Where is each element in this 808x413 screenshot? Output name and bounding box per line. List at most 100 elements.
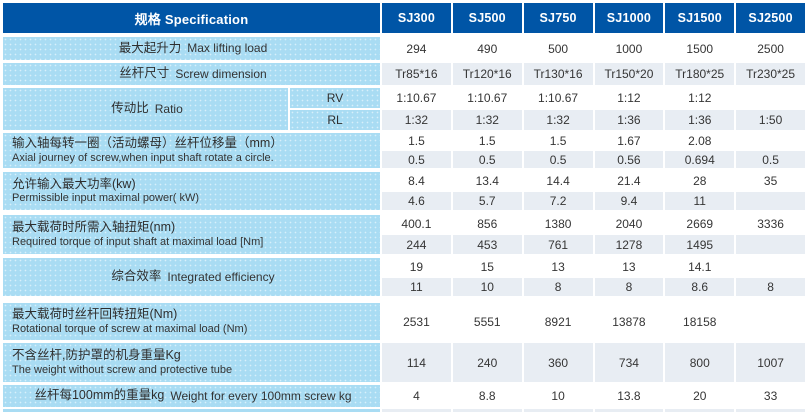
row-label-en: The weight without screw and protective … [12, 363, 233, 376]
row-label-en: Rotational torque of screw at maximal lo… [12, 322, 248, 335]
data-cell-integrated-efficiency-sj2500 [736, 258, 805, 276]
row-label-body-weight: 不含丝杆,防护罩的机身重量Kg The weight without screw … [3, 343, 380, 382]
data-cell-required-input-torque-sj300: 244 [382, 235, 451, 254]
data-cell-integrated-efficiency-sj300: 11 [382, 278, 451, 296]
row-label-zh: 不含丝杆,防护罩的机身重量Kg [12, 348, 181, 363]
data-cell-screw-weight-per-100mm-sj750: 10 [523, 385, 593, 407]
data-cell-max-input-power-sj1500: 11 [665, 192, 735, 210]
row-label-en: Screw dimension [175, 66, 267, 81]
row-label-ratio: 传动比 Ratio [3, 88, 288, 130]
data-cell-screw-dimension-sj500: Tr120*16 [452, 63, 522, 85]
data-cell-screw-weight-per-100mm-sj300: 4 [382, 385, 451, 407]
data-cell-integrated-efficiency-sj1500: 14.1 [665, 258, 735, 276]
cutoff-data-cell [736, 409, 805, 412]
ratio-sub-label-rv: RV [290, 88, 380, 108]
spec-row-group-body-weight: 不含丝杆,防护罩的机身重量Kg The weight without screw … [3, 343, 805, 382]
row-label-en: Ratio [154, 101, 183, 116]
row-label-zh: 最大载荷时丝杆回转扭矩(Nm) [12, 307, 178, 322]
data-cell-integrated-efficiency-sj300: 19 [382, 258, 451, 276]
data-cell-max-lifting-load-sj300: 294 [382, 37, 451, 60]
spec-row-group-integrated-efficiency: 综合效率 Integrated efficiency 19 15 13 13 14.1 11 1… [3, 258, 805, 296]
table-body: 最大起升力 Max lifting load 294 490 500 1000 1500 25… [3, 37, 805, 407]
cutoff-data-cell [523, 409, 593, 412]
data-cell-max-input-power-sj2500 [736, 192, 805, 210]
cutoff-label-cell [3, 409, 380, 412]
data-cell-axial-journey-sj1000: 0.56 [594, 151, 664, 168]
data-cell-axial-journey-sj1500: 0.694 [665, 151, 735, 168]
row-label-zh: 综合效率 [111, 269, 162, 284]
row-label-en: Axial journey of screw,when input shaft … [12, 151, 274, 164]
spec-row-group-required-input-torque: 最大载荷时所需入轴扭矩(nm) Required torque of input … [3, 215, 805, 254]
spec-row-group-max-lifting-load: 最大起升力 Max lifting load 294 490 500 1000 1500 25… [3, 37, 805, 60]
data-cell-max-input-power-sj1500: 28 [665, 172, 735, 190]
row-label-screw-dimension: 丝杆尺寸 Screw dimension [3, 63, 380, 85]
data-cell-body-weight-sj2500: 1007 [736, 343, 805, 382]
spec-row-group-axial-journey: 输入轴每转一圈（活动螺母）丝杆位移量（mm） Axial journey of s… [3, 133, 805, 168]
data-cell-body-weight-sj750: 360 [523, 343, 593, 382]
data-cell-axial-journey-sj1000: 1.67 [594, 133, 664, 149]
data-cell-integrated-efficiency-sj1000: 8 [594, 278, 664, 296]
data-cell-rotational-torque-sj1500: 18158 [665, 303, 735, 340]
data-cell-integrated-efficiency-sj500: 15 [452, 258, 522, 276]
data-cell-required-input-torque-sj1500: 1495 [665, 235, 735, 254]
data-cell-integrated-efficiency-sj1500: 8.6 [665, 278, 735, 296]
row-label-integrated-efficiency: 综合效率 Integrated efficiency [3, 258, 380, 296]
row-label-max-lifting-load: 最大起升力 Max lifting load [3, 37, 380, 60]
data-cell-screw-dimension-sj1000: Tr150*20 [594, 63, 664, 85]
row-label-zh: 最大载荷时所需入轴扭矩(nm) [12, 220, 176, 235]
row-label-axial-journey: 输入轴每转一圈（活动螺母）丝杆位移量（mm） Axial journey of s… [3, 133, 380, 168]
spec-row-group-max-input-power: 允许输入最大功率(kw) Permissible input maximal po… [3, 172, 805, 210]
header-model-cell-sj1000: SJ1000 [594, 3, 664, 33]
data-cell-axial-journey-sj750: 0.5 [523, 151, 593, 168]
data-cell-screw-dimension-sj1500: Tr180*25 [665, 63, 735, 85]
row-label-rotational-torque: 最大载荷时丝杆回转扭矩(Nm) Rotational torque of scre… [3, 303, 380, 340]
header-model-cell-sj300: SJ300 [382, 3, 451, 33]
data-cell-max-input-power-sj750: 7.2 [523, 192, 593, 210]
data-cell-max-input-power-sj2500: 35 [736, 172, 805, 190]
data-cell-max-lifting-load-sj1500: 1500 [665, 37, 735, 60]
data-cell-body-weight-sj1000: 734 [594, 343, 664, 382]
row-label-screw-weight-per-100mm: 丝杆每100mm的重量kg Weight for every 100mm scre… [3, 385, 380, 407]
data-cell-max-lifting-load-sj500: 490 [452, 37, 522, 60]
data-cell-ratio-sj1000: 1:12 [594, 88, 664, 108]
data-cell-required-input-torque-sj750: 761 [523, 235, 593, 254]
data-cell-required-input-torque-sj1000: 1278 [594, 235, 664, 254]
header-model-cell-sj500: SJ500 [452, 3, 522, 33]
data-cell-ratio-sj750: 1:32 [523, 110, 593, 130]
data-cell-axial-journey-sj1500: 2.08 [665, 133, 735, 149]
data-cell-screw-weight-per-100mm-sj1500: 20 [665, 385, 735, 407]
spec-row-group-ratio: 传动比 Ratio RV 1:10.67 1:10.67 1:10.67 1:12 1:12 R… [3, 88, 805, 130]
data-cell-rotational-torque-sj2500 [736, 303, 805, 340]
spec-row-group-rotational-torque: 最大载荷时丝杆回转扭矩(Nm) Rotational torque of scre… [3, 303, 805, 340]
data-cell-max-lifting-load-sj2500: 2500 [736, 37, 805, 60]
data-cell-ratio-sj750: 1:10.67 [523, 88, 593, 108]
spec-row-group-screw-dimension: 丝杆尺寸 Screw dimension Tr85*16 Tr120*16 Tr130*… [3, 63, 805, 85]
data-cell-max-lifting-load-sj750: 500 [523, 37, 593, 60]
header-model-cell-sj1500: SJ1500 [665, 3, 735, 33]
data-cell-required-input-torque-sj2500 [736, 235, 805, 254]
cutoff-data-cell [382, 409, 451, 412]
row-label-en: Permissible input maximal power( kW) [12, 192, 200, 205]
header-spec-cell: 规格 Specification [3, 3, 380, 33]
data-cell-max-input-power-sj750: 14.4 [523, 172, 593, 190]
data-cell-axial-journey-sj500: 0.5 [452, 151, 522, 168]
data-cell-screw-dimension-sj300: Tr85*16 [382, 63, 451, 85]
bottom-cutoff-strip [3, 409, 805, 412]
data-cell-screw-weight-per-100mm-sj500: 8.8 [452, 385, 522, 407]
data-cell-screw-dimension-sj750: Tr130*16 [523, 63, 593, 85]
data-cell-screw-weight-per-100mm-sj1000: 13.8 [594, 385, 664, 407]
data-cell-integrated-efficiency-sj750: 8 [523, 278, 593, 296]
data-cell-required-input-torque-sj750: 1380 [523, 215, 593, 233]
cutoff-data-cell [452, 409, 522, 412]
data-cell-required-input-torque-sj1500: 2669 [665, 215, 735, 233]
header-model-cell-sj2500: SJ2500 [736, 3, 805, 33]
data-cell-axial-journey-sj500: 1.5 [452, 133, 522, 149]
cutoff-data-cell [594, 409, 664, 412]
data-cell-screw-dimension-sj2500: Tr230*25 [736, 63, 805, 85]
row-label-en: Required torque of input shaft at maxima… [12, 235, 264, 248]
data-cell-integrated-efficiency-sj1000: 13 [594, 258, 664, 276]
row-label-zh: 丝杆每100mm的重量kg [34, 388, 165, 403]
data-cell-ratio-sj2500 [736, 88, 805, 108]
data-cell-ratio-sj1500: 1:36 [665, 110, 735, 130]
data-cell-ratio-sj2500: 1:50 [736, 110, 805, 130]
